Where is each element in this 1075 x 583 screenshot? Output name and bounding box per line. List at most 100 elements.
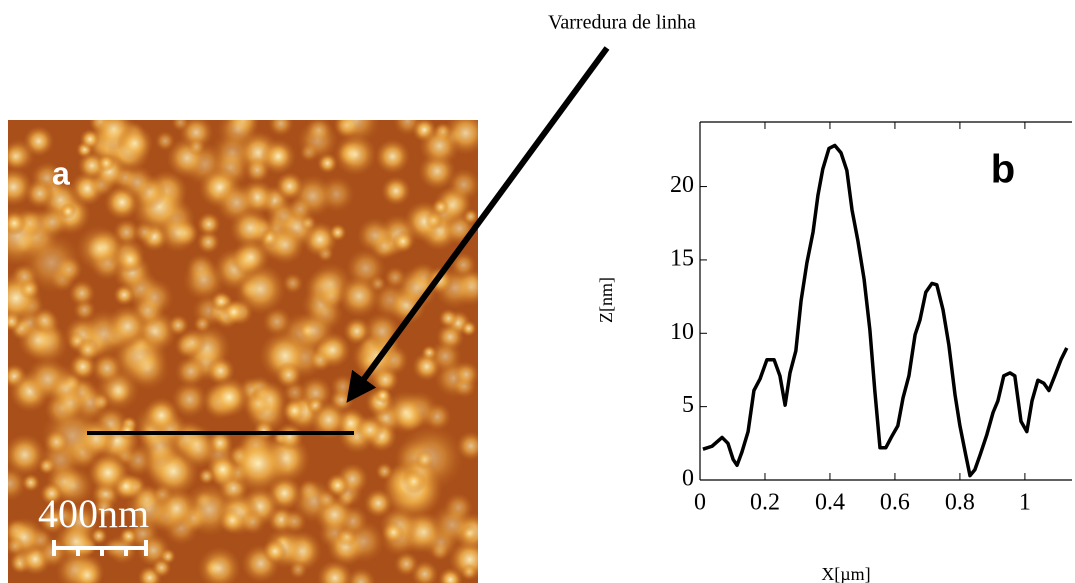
grain xyxy=(221,299,247,325)
grain xyxy=(394,551,419,577)
grain xyxy=(239,509,266,535)
grain xyxy=(262,538,289,564)
grain xyxy=(182,259,225,301)
grain xyxy=(155,130,176,151)
scale-bar xyxy=(52,540,148,556)
y-tick-label: 5 xyxy=(682,392,694,418)
grain xyxy=(68,280,96,307)
grain xyxy=(177,328,207,358)
grain xyxy=(75,337,100,363)
x-tick-label: 0.2 xyxy=(750,490,780,516)
grain xyxy=(275,171,305,201)
grain xyxy=(447,168,478,202)
grain xyxy=(450,252,477,278)
grain xyxy=(453,361,478,388)
grain xyxy=(125,346,170,391)
grain xyxy=(71,559,104,583)
x-axis-label: X[µm] xyxy=(821,564,870,583)
grain xyxy=(316,489,338,511)
grain xyxy=(228,433,289,494)
grain xyxy=(460,563,478,581)
grain xyxy=(175,355,207,388)
grain xyxy=(395,266,438,310)
grain xyxy=(53,465,95,507)
grain xyxy=(381,520,406,545)
grain xyxy=(346,567,376,583)
grain xyxy=(305,120,333,144)
grain xyxy=(143,397,180,434)
grain xyxy=(218,506,246,535)
grain xyxy=(328,223,347,242)
grain xyxy=(381,176,411,206)
grain xyxy=(438,308,459,329)
grain xyxy=(40,481,64,506)
grain xyxy=(196,230,220,254)
grain xyxy=(193,314,212,334)
grain xyxy=(31,307,58,334)
x-tick-label: 1 xyxy=(1019,490,1031,516)
grain xyxy=(167,314,189,336)
x-tick-label: 0.6 xyxy=(880,490,910,516)
grain xyxy=(244,390,272,418)
grain xyxy=(234,263,286,315)
grain xyxy=(384,390,428,434)
grain xyxy=(375,462,394,481)
x-tick-label: 0.8 xyxy=(945,490,975,516)
image-label: a xyxy=(52,155,70,191)
grain xyxy=(151,557,172,578)
x-tick-label: 0 xyxy=(694,490,706,516)
afm-image xyxy=(8,120,478,583)
grain xyxy=(260,138,297,175)
grain xyxy=(209,377,250,418)
grain xyxy=(456,431,478,461)
annotation: Varredura de linha xyxy=(548,12,696,34)
grain xyxy=(357,217,393,254)
grain xyxy=(232,238,270,276)
grain xyxy=(268,120,294,137)
grain xyxy=(374,387,392,404)
grain xyxy=(21,232,82,293)
grain xyxy=(124,484,174,534)
grain xyxy=(197,546,241,583)
annotation-arrow xyxy=(346,46,610,403)
grain xyxy=(460,320,477,337)
y-axis-label: Z[nm] xyxy=(596,277,616,323)
grain xyxy=(363,488,393,518)
grain xyxy=(424,210,444,230)
grain xyxy=(262,307,292,337)
grain xyxy=(119,164,155,200)
grain xyxy=(211,131,254,174)
grain xyxy=(87,452,129,494)
grain xyxy=(337,274,381,318)
grain xyxy=(8,143,29,170)
grain xyxy=(429,340,462,373)
grain xyxy=(96,153,116,173)
grain xyxy=(106,305,149,348)
grain xyxy=(401,468,427,495)
grain xyxy=(43,428,70,455)
grain xyxy=(91,352,123,384)
grain xyxy=(116,125,154,162)
grain xyxy=(92,496,115,519)
scale-bar-label: 400nm xyxy=(38,491,149,536)
grain xyxy=(158,212,198,253)
grain xyxy=(39,506,67,534)
grain xyxy=(59,202,77,220)
grain xyxy=(187,137,206,157)
grain xyxy=(391,230,415,253)
grain xyxy=(317,560,353,583)
grain xyxy=(460,524,478,543)
grain xyxy=(8,433,46,476)
grain xyxy=(275,422,304,451)
grain xyxy=(24,178,55,209)
x-tick-label: 0.4 xyxy=(815,490,845,516)
grain xyxy=(198,467,216,485)
grain xyxy=(432,198,450,216)
profile-line xyxy=(702,143,1069,478)
grain xyxy=(8,210,27,236)
grain xyxy=(196,212,221,237)
grain xyxy=(138,424,182,468)
grain xyxy=(265,225,305,265)
grain xyxy=(438,567,463,583)
